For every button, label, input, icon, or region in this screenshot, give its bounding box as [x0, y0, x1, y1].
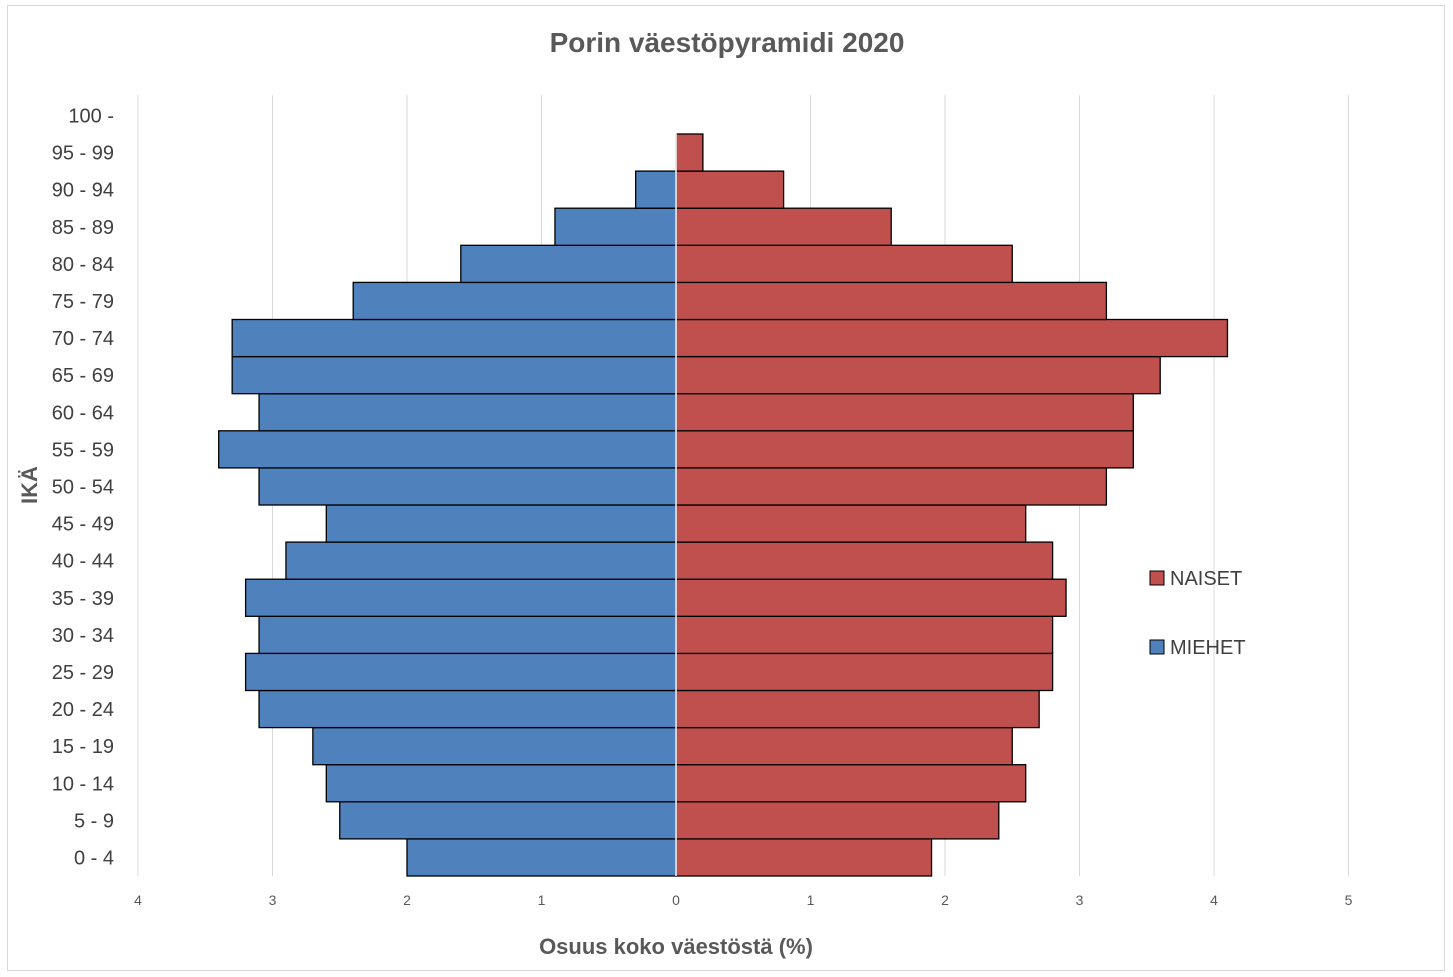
y-tick-label: 60 - 64 [52, 402, 114, 424]
bar-naiset [675, 393, 1134, 432]
legend-label-naiset: NAISET [1170, 568, 1242, 590]
bar-miehet [406, 838, 677, 877]
y-tick-label: 10 - 14 [52, 773, 114, 795]
bars [218, 133, 1229, 877]
bar-naiset [675, 726, 1013, 766]
x-tick-labels: 4 3 2 1 0 1 2 3 4 5 [134, 892, 1353, 908]
y-tick-label: 65 - 69 [52, 365, 114, 387]
chart-title: Porin väestöpyramidi 2020 [550, 27, 905, 58]
x-tick-label: 2 [403, 892, 411, 908]
bar-naiset [675, 355, 1161, 395]
legend-label-miehet: MIEHET [1170, 637, 1246, 659]
bar-miehet [244, 652, 677, 692]
legend: NAISET MIEHET [1149, 568, 1246, 659]
y-tick-label: 20 - 24 [52, 699, 114, 721]
bar-miehet [312, 726, 677, 766]
y-tick-label: 25 - 29 [52, 662, 114, 684]
x-tick-label: 5 [1345, 892, 1353, 908]
bar-miehet [258, 689, 677, 729]
x-tick-label: 1 [538, 892, 546, 908]
bar-naiset [675, 318, 1229, 358]
y-tick-label: 55 - 59 [52, 439, 114, 461]
bar-naiset [675, 281, 1108, 321]
bar-miehet [325, 504, 677, 543]
bar-naiset [675, 838, 933, 877]
bar-naiset [675, 541, 1054, 580]
bar-miehet [231, 318, 677, 358]
bar-naiset [675, 504, 1027, 543]
bar-naiset [675, 615, 1054, 655]
bar-miehet [258, 615, 677, 655]
bar-naiset [675, 652, 1054, 692]
y-tick-label: 50 - 54 [52, 476, 114, 498]
y-tick-label: 95 - 99 [52, 143, 114, 165]
y-tick-labels: 0 - 4 5 - 9 10 - 14 15 - 19 20 - 24 25 - 29 30… [52, 105, 114, 869]
y-tick-label: 90 - 94 [52, 180, 114, 202]
bar-naiset [675, 170, 785, 209]
bar-miehet [285, 541, 677, 580]
x-axis-title: Osuus koko väestöstä (%) [539, 934, 813, 959]
bar-naiset [675, 467, 1108, 506]
bar-naiset [675, 244, 1013, 284]
bar-miehet [231, 355, 677, 395]
y-tick-label: 70 - 74 [52, 328, 114, 350]
x-tick-label: 0 [672, 892, 680, 908]
y-tick-label: 80 - 84 [52, 254, 114, 276]
bar-miehet [258, 393, 677, 432]
x-tick-label: 3 [269, 892, 277, 908]
bar-naiset [675, 578, 1067, 617]
x-tick-label: 2 [941, 892, 949, 908]
y-tick-label: 30 - 34 [52, 625, 114, 647]
bar-naiset [675, 133, 704, 172]
bar-miehet [460, 244, 677, 284]
x-tick-label: 4 [134, 892, 142, 908]
bar-miehet [244, 578, 677, 617]
y-axis-title: IKÄ [17, 466, 42, 504]
y-tick-label: 35 - 39 [52, 588, 114, 610]
y-tick-label: 75 - 79 [52, 291, 114, 313]
bar-miehet [218, 430, 677, 469]
y-tick-label: 0 - 4 [74, 847, 114, 869]
legend-swatch-naiset [1149, 570, 1165, 586]
y-tick-label: 100 - [68, 105, 114, 127]
bar-naiset [675, 689, 1040, 729]
bar-naiset [675, 764, 1027, 803]
y-tick-label: 5 - 9 [74, 810, 114, 832]
bar-miehet [635, 170, 677, 209]
y-tick-label: 40 - 44 [52, 551, 114, 573]
bar-miehet [339, 801, 677, 840]
bar-naiset [675, 207, 892, 246]
bar-miehet [325, 764, 677, 803]
bar-miehet [352, 281, 677, 321]
x-tick-label: 4 [1210, 892, 1218, 908]
bar-miehet [554, 207, 677, 246]
y-tick-label: 15 - 19 [52, 736, 114, 758]
x-tick-label: 1 [807, 892, 815, 908]
x-tick-label: 3 [1076, 892, 1084, 908]
bar-naiset [675, 430, 1134, 469]
y-tick-label: 85 - 89 [52, 217, 114, 239]
y-tick-label: 45 - 49 [52, 514, 114, 536]
bar-miehet [258, 467, 677, 506]
bar-naiset [675, 801, 1000, 840]
legend-swatch-miehet [1149, 639, 1165, 655]
